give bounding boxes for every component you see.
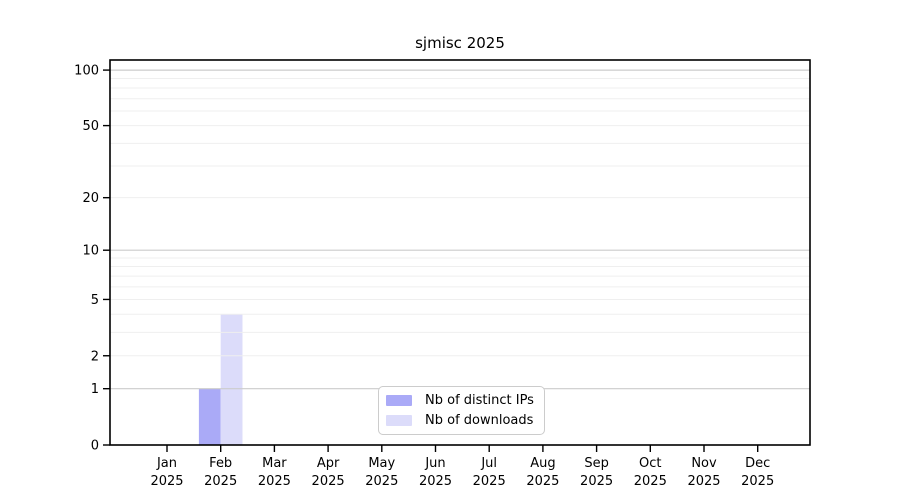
y-tick-label: 1 [91,382,99,397]
x-tick-label-month: Oct [639,456,661,471]
x-tick-label-year: 2025 [204,474,237,489]
y-tick-label: 50 [82,119,99,134]
x-tick-label-month: Sep [584,456,609,471]
legend-swatch-downloads [386,415,412,426]
legend-entry-downloads: Nb of downloads [386,413,536,428]
legend-swatch-distinct-ips [386,395,412,406]
x-tick-label-month: Mar [262,456,287,471]
x-tick-label-year: 2025 [150,474,183,489]
x-tick-label-year: 2025 [687,474,720,489]
y-tick-label: 100 [74,64,99,79]
legend-label-downloads: Nb of downloads [425,413,534,428]
x-tick-label-month: Feb [209,456,232,471]
x-tick-label-year: 2025 [473,474,506,489]
x-tick-label-month: Jun [424,456,445,471]
x-tick-label-year: 2025 [258,474,291,489]
x-tick-label-year: 2025 [634,474,667,489]
x-tick-label-month: May [368,456,395,471]
x-tick-label-year: 2025 [365,474,398,489]
x-tick-label-year: 2025 [419,474,452,489]
legend: Nb of distinct IPs Nb of downloads [378,386,545,435]
plot-border [109,59,811,446]
x-tick-label-year: 2025 [526,474,559,489]
legend-entry-distinct-ips: Nb of distinct IPs [386,393,536,408]
y-tick-label: 10 [82,244,99,259]
y-tick-label: 5 [91,293,99,308]
x-tick-label-year: 2025 [312,474,345,489]
y-tick-label: 20 [82,191,99,206]
y-tick-label: 0 [91,439,99,454]
x-tick-label-month: Apr [317,456,340,471]
x-tick-label-month: Jan [156,456,177,471]
x-tick-label-month: Aug [530,456,555,471]
x-tick-label-month: Dec [745,456,770,471]
y-tick-label: 2 [91,349,99,364]
x-tick-label-month: Jul [480,456,497,471]
x-tick-label-year: 2025 [580,474,613,489]
chart-title: sjmisc 2025 [415,34,505,52]
x-tick-label-year: 2025 [741,474,774,489]
bar-feb-distinct-ips [198,388,221,445]
bar-feb-downloads [220,314,243,445]
legend-label-distinct-ips: Nb of distinct IPs [425,393,534,408]
x-tick-label-month: Nov [691,456,717,471]
